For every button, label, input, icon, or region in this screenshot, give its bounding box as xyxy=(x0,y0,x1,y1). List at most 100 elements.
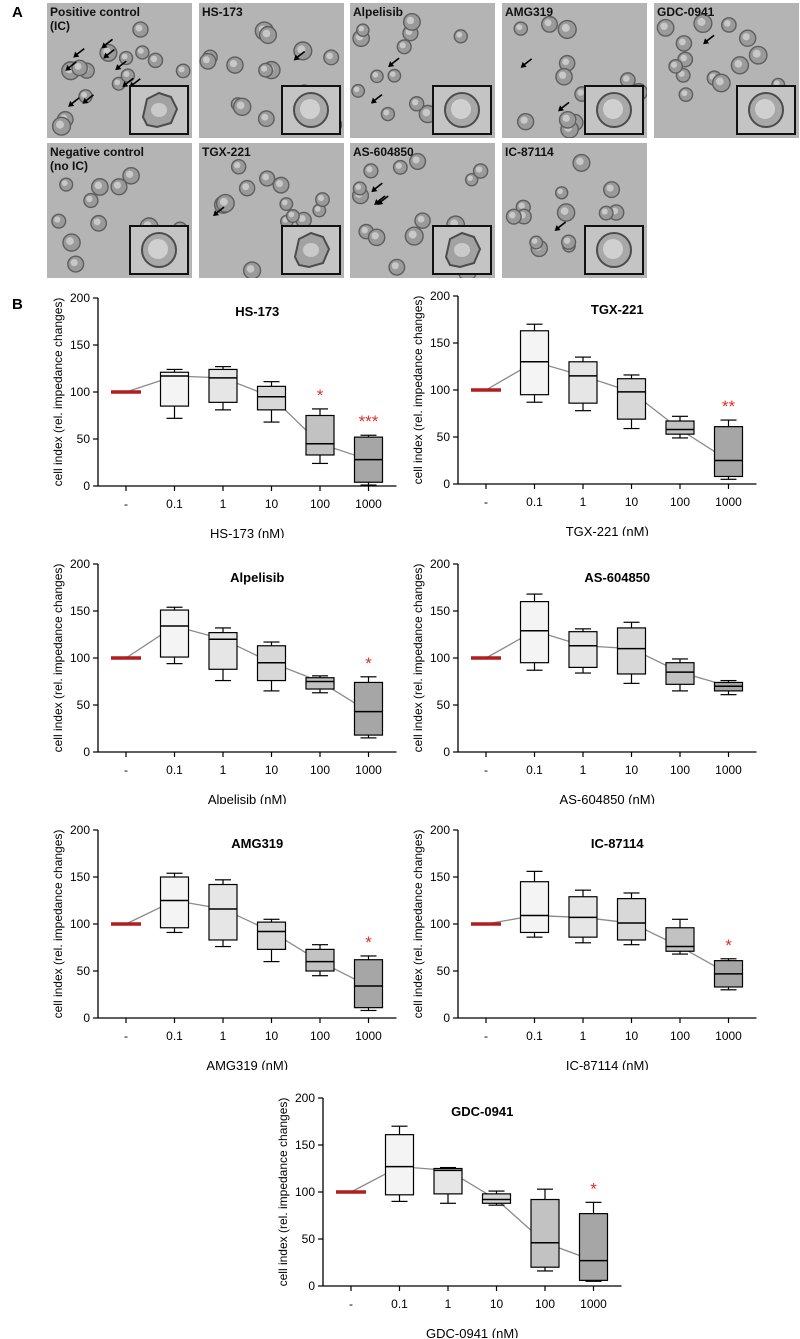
x-tick-label: 10 xyxy=(625,763,639,777)
micrograph-label-line: TGX-221 xyxy=(202,145,251,159)
y-tick-label: 50 xyxy=(77,964,91,978)
y-axis-label: cell index (rel. impedance changes) xyxy=(411,564,425,753)
micrograph-negative-control: Negative control (no IC) xyxy=(47,143,192,278)
box-iqr xyxy=(256,921,287,950)
arrowhead-icon xyxy=(82,97,89,104)
x-tick-label: - xyxy=(124,1029,128,1043)
arrowhead-icon xyxy=(122,81,129,88)
cell-highlight xyxy=(372,72,379,78)
x-tick-label: 100 xyxy=(310,497,330,511)
cell-highlight xyxy=(560,207,569,215)
chart-tgx-221: 0 50 100 150 200 - 0.1 1 10 100 1000 ** TGX-221 cell … xyxy=(400,286,770,536)
cell-highlight xyxy=(113,181,122,189)
cell-field xyxy=(505,153,634,258)
cell-highlight xyxy=(601,208,608,215)
cell-highlight xyxy=(456,31,463,38)
y-axis-label: cell index (rel. impedance changes) xyxy=(51,564,65,753)
box-iqr xyxy=(665,927,695,952)
box-1000: ** xyxy=(713,397,744,480)
cell-highlight xyxy=(752,49,761,58)
box-10 xyxy=(256,918,287,963)
y-tick-label: 150 xyxy=(430,604,450,618)
box-iqr xyxy=(159,876,190,929)
micrograph-label-line: IC-87114 xyxy=(505,145,554,159)
y-tick-label: 0 xyxy=(83,479,90,493)
micrograph-label-line: AMG319 xyxy=(505,5,554,19)
chart-title: Alpelisib xyxy=(230,570,284,585)
x-axis-label: AMG319 (nM) xyxy=(206,1058,288,1070)
chart-title: AS-604850 xyxy=(584,570,650,585)
cell-highlight xyxy=(475,166,483,173)
box-1 xyxy=(568,628,598,674)
cell-highlight xyxy=(74,63,82,70)
chart-title: HS-173 xyxy=(235,304,279,319)
chart-gdc-0941: 0 50 100 150 200 - 0.1 1 10 100 1000 * GDC-0941 cell … xyxy=(265,1088,635,1338)
cell-field xyxy=(656,13,786,103)
micrograph-label-line: (no IC) xyxy=(50,159,88,173)
chart-hs-173: 0 50 100 150 200-0.1 1 10 100 1000 * *** HS-173 cell… xyxy=(40,288,410,538)
micrograph-label-line: Positive control xyxy=(50,5,141,19)
cell-nucleus xyxy=(148,239,168,259)
box-iqr xyxy=(481,1193,512,1204)
box-iqr xyxy=(159,609,190,658)
x-tick-label: 1000 xyxy=(355,497,382,511)
y-tick-label: 200 xyxy=(70,557,90,571)
box-iqr xyxy=(305,948,335,972)
arrowhead-icon xyxy=(213,210,220,217)
x-tick-label: 1000 xyxy=(355,1029,382,1043)
cell-highlight xyxy=(516,24,523,31)
y-tick-label: 50 xyxy=(437,964,451,978)
cell-highlight xyxy=(121,53,128,60)
cell-highlight xyxy=(353,86,360,93)
arrowhead-icon xyxy=(520,61,527,68)
cell-highlight xyxy=(544,19,552,27)
cell-highlight xyxy=(531,238,538,244)
micrograph-tgx-221: TGX-221 xyxy=(199,143,344,278)
box-iqr xyxy=(305,414,335,456)
box-1000: *** xyxy=(353,412,384,486)
cell-highlight xyxy=(326,52,333,60)
box-1 xyxy=(433,1166,463,1204)
arrowhead-icon xyxy=(101,42,108,49)
cell-nucleus xyxy=(303,243,319,257)
x-tick-label: 0.1 xyxy=(526,763,543,777)
y-tick-label: 0 xyxy=(83,1011,90,1025)
cell-highlight xyxy=(383,109,390,116)
cell-nucleus xyxy=(603,99,623,119)
y-tick-label: 50 xyxy=(302,1232,316,1246)
inset-cell xyxy=(141,91,179,129)
zoom-inset xyxy=(129,85,189,135)
cell-highlight xyxy=(202,56,210,64)
box-1 xyxy=(208,879,238,948)
box-10 xyxy=(481,1190,512,1206)
inset-cell xyxy=(596,92,632,128)
x-tick-label: 1 xyxy=(580,763,587,777)
cell-nucleus xyxy=(300,99,320,119)
micrograph-ic-87114: IC-87114 xyxy=(502,143,647,278)
x-tick-label: 10 xyxy=(625,1029,639,1043)
box-iqr xyxy=(665,420,695,435)
boxplot-svg: 0 50 100 150 200 - 0.1 1 10 100 1000 * Alpelisib cell… xyxy=(51,557,397,804)
x-axis-label: TGX-221 (nM) xyxy=(566,524,649,536)
zoom-inset xyxy=(432,85,492,135)
cell-highlight xyxy=(678,70,685,77)
zoom-inset xyxy=(281,225,341,275)
cell-highlight xyxy=(123,71,130,78)
chart-as-604850: 0 50 100 150 200 - 0.1 1 10 100 1000 AS-604850 cell … xyxy=(400,554,770,804)
y-tick-label: 50 xyxy=(437,430,451,444)
arrowhead-icon xyxy=(374,198,381,205)
y-tick-label: 100 xyxy=(295,1185,315,1199)
x-axis-label: HS-173 (nM) xyxy=(210,526,284,538)
x-tick-label: 0.1 xyxy=(166,1029,183,1043)
micrograph-as-604850: AS-604850 xyxy=(350,143,495,278)
inset-cell xyxy=(141,232,177,268)
cell-nucleus xyxy=(151,103,167,117)
cell-highlight xyxy=(298,215,306,222)
box-100: * xyxy=(305,386,335,465)
cell-highlight xyxy=(734,59,743,68)
x-tick-label: 1000 xyxy=(355,763,382,777)
cell-highlight xyxy=(660,22,668,30)
box-iqr xyxy=(384,1134,415,1196)
micrograph-label-line: AS-604850 xyxy=(353,145,414,159)
boxplot-svg: 0 50 100 150 200 - 0.1 1 10 100 1000 * GDC-0941 cell … xyxy=(276,1091,622,1338)
